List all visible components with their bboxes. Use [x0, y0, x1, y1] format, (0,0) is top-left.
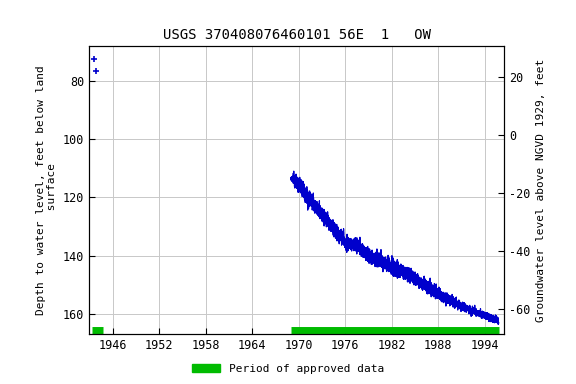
Y-axis label: Depth to water level, feet below land
 surface: Depth to water level, feet below land su… [36, 65, 58, 315]
Title: USGS 370408076460101 56E  1   OW: USGS 370408076460101 56E 1 OW [162, 28, 431, 42]
Legend: Period of approved data: Period of approved data [188, 359, 388, 379]
Y-axis label: Groundwater level above NGVD 1929, feet: Groundwater level above NGVD 1929, feet [536, 58, 546, 322]
